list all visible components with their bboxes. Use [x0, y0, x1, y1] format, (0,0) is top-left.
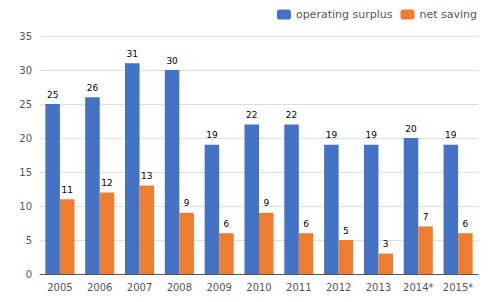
- svg-text:12: 12: [101, 178, 112, 188]
- svg-text:19: 19: [326, 130, 338, 140]
- svg-text:11: 11: [61, 185, 72, 195]
- svg-text:9: 9: [184, 198, 190, 208]
- svg-text:2011: 2011: [286, 282, 311, 293]
- svg-text:7: 7: [423, 212, 429, 222]
- svg-text:2006: 2006: [87, 282, 112, 293]
- svg-text:operating surplus: operating surplus: [296, 8, 393, 21]
- svg-text:2013: 2013: [366, 282, 391, 293]
- svg-text:2007: 2007: [127, 282, 152, 293]
- svg-text:35: 35: [19, 31, 32, 42]
- svg-text:2010: 2010: [246, 282, 271, 293]
- svg-text:2014*: 2014*: [403, 282, 433, 293]
- svg-text:3: 3: [383, 239, 389, 249]
- svg-text:2008: 2008: [167, 282, 192, 293]
- svg-text:20: 20: [405, 124, 417, 134]
- svg-text:19: 19: [365, 130, 377, 140]
- svg-text:0: 0: [26, 269, 32, 280]
- svg-text:5: 5: [343, 226, 349, 236]
- svg-text:19: 19: [206, 130, 218, 140]
- svg-text:9: 9: [263, 198, 269, 208]
- svg-text:2015*: 2015*: [443, 282, 473, 293]
- svg-text:6: 6: [303, 219, 309, 229]
- svg-text:22: 22: [286, 110, 297, 120]
- svg-text:26: 26: [87, 83, 99, 93]
- svg-text:6: 6: [462, 219, 468, 229]
- svg-text:net saving: net saving: [419, 8, 477, 21]
- svg-text:5: 5: [26, 235, 32, 246]
- svg-text:2005: 2005: [47, 282, 72, 293]
- svg-text:19: 19: [445, 130, 457, 140]
- svg-text:31: 31: [127, 49, 138, 59]
- svg-text:25: 25: [47, 90, 58, 100]
- svg-text:25: 25: [19, 99, 32, 110]
- svg-text:6: 6: [224, 219, 230, 229]
- svg-text:2009: 2009: [206, 282, 231, 293]
- svg-text:15: 15: [19, 167, 32, 178]
- svg-text:30: 30: [166, 56, 178, 66]
- svg-text:2012: 2012: [326, 282, 351, 293]
- svg-text:22: 22: [246, 110, 257, 120]
- svg-text:10: 10: [19, 201, 32, 212]
- svg-text:20: 20: [19, 133, 32, 144]
- svg-text:30: 30: [19, 65, 32, 76]
- svg-text:13: 13: [141, 171, 152, 181]
